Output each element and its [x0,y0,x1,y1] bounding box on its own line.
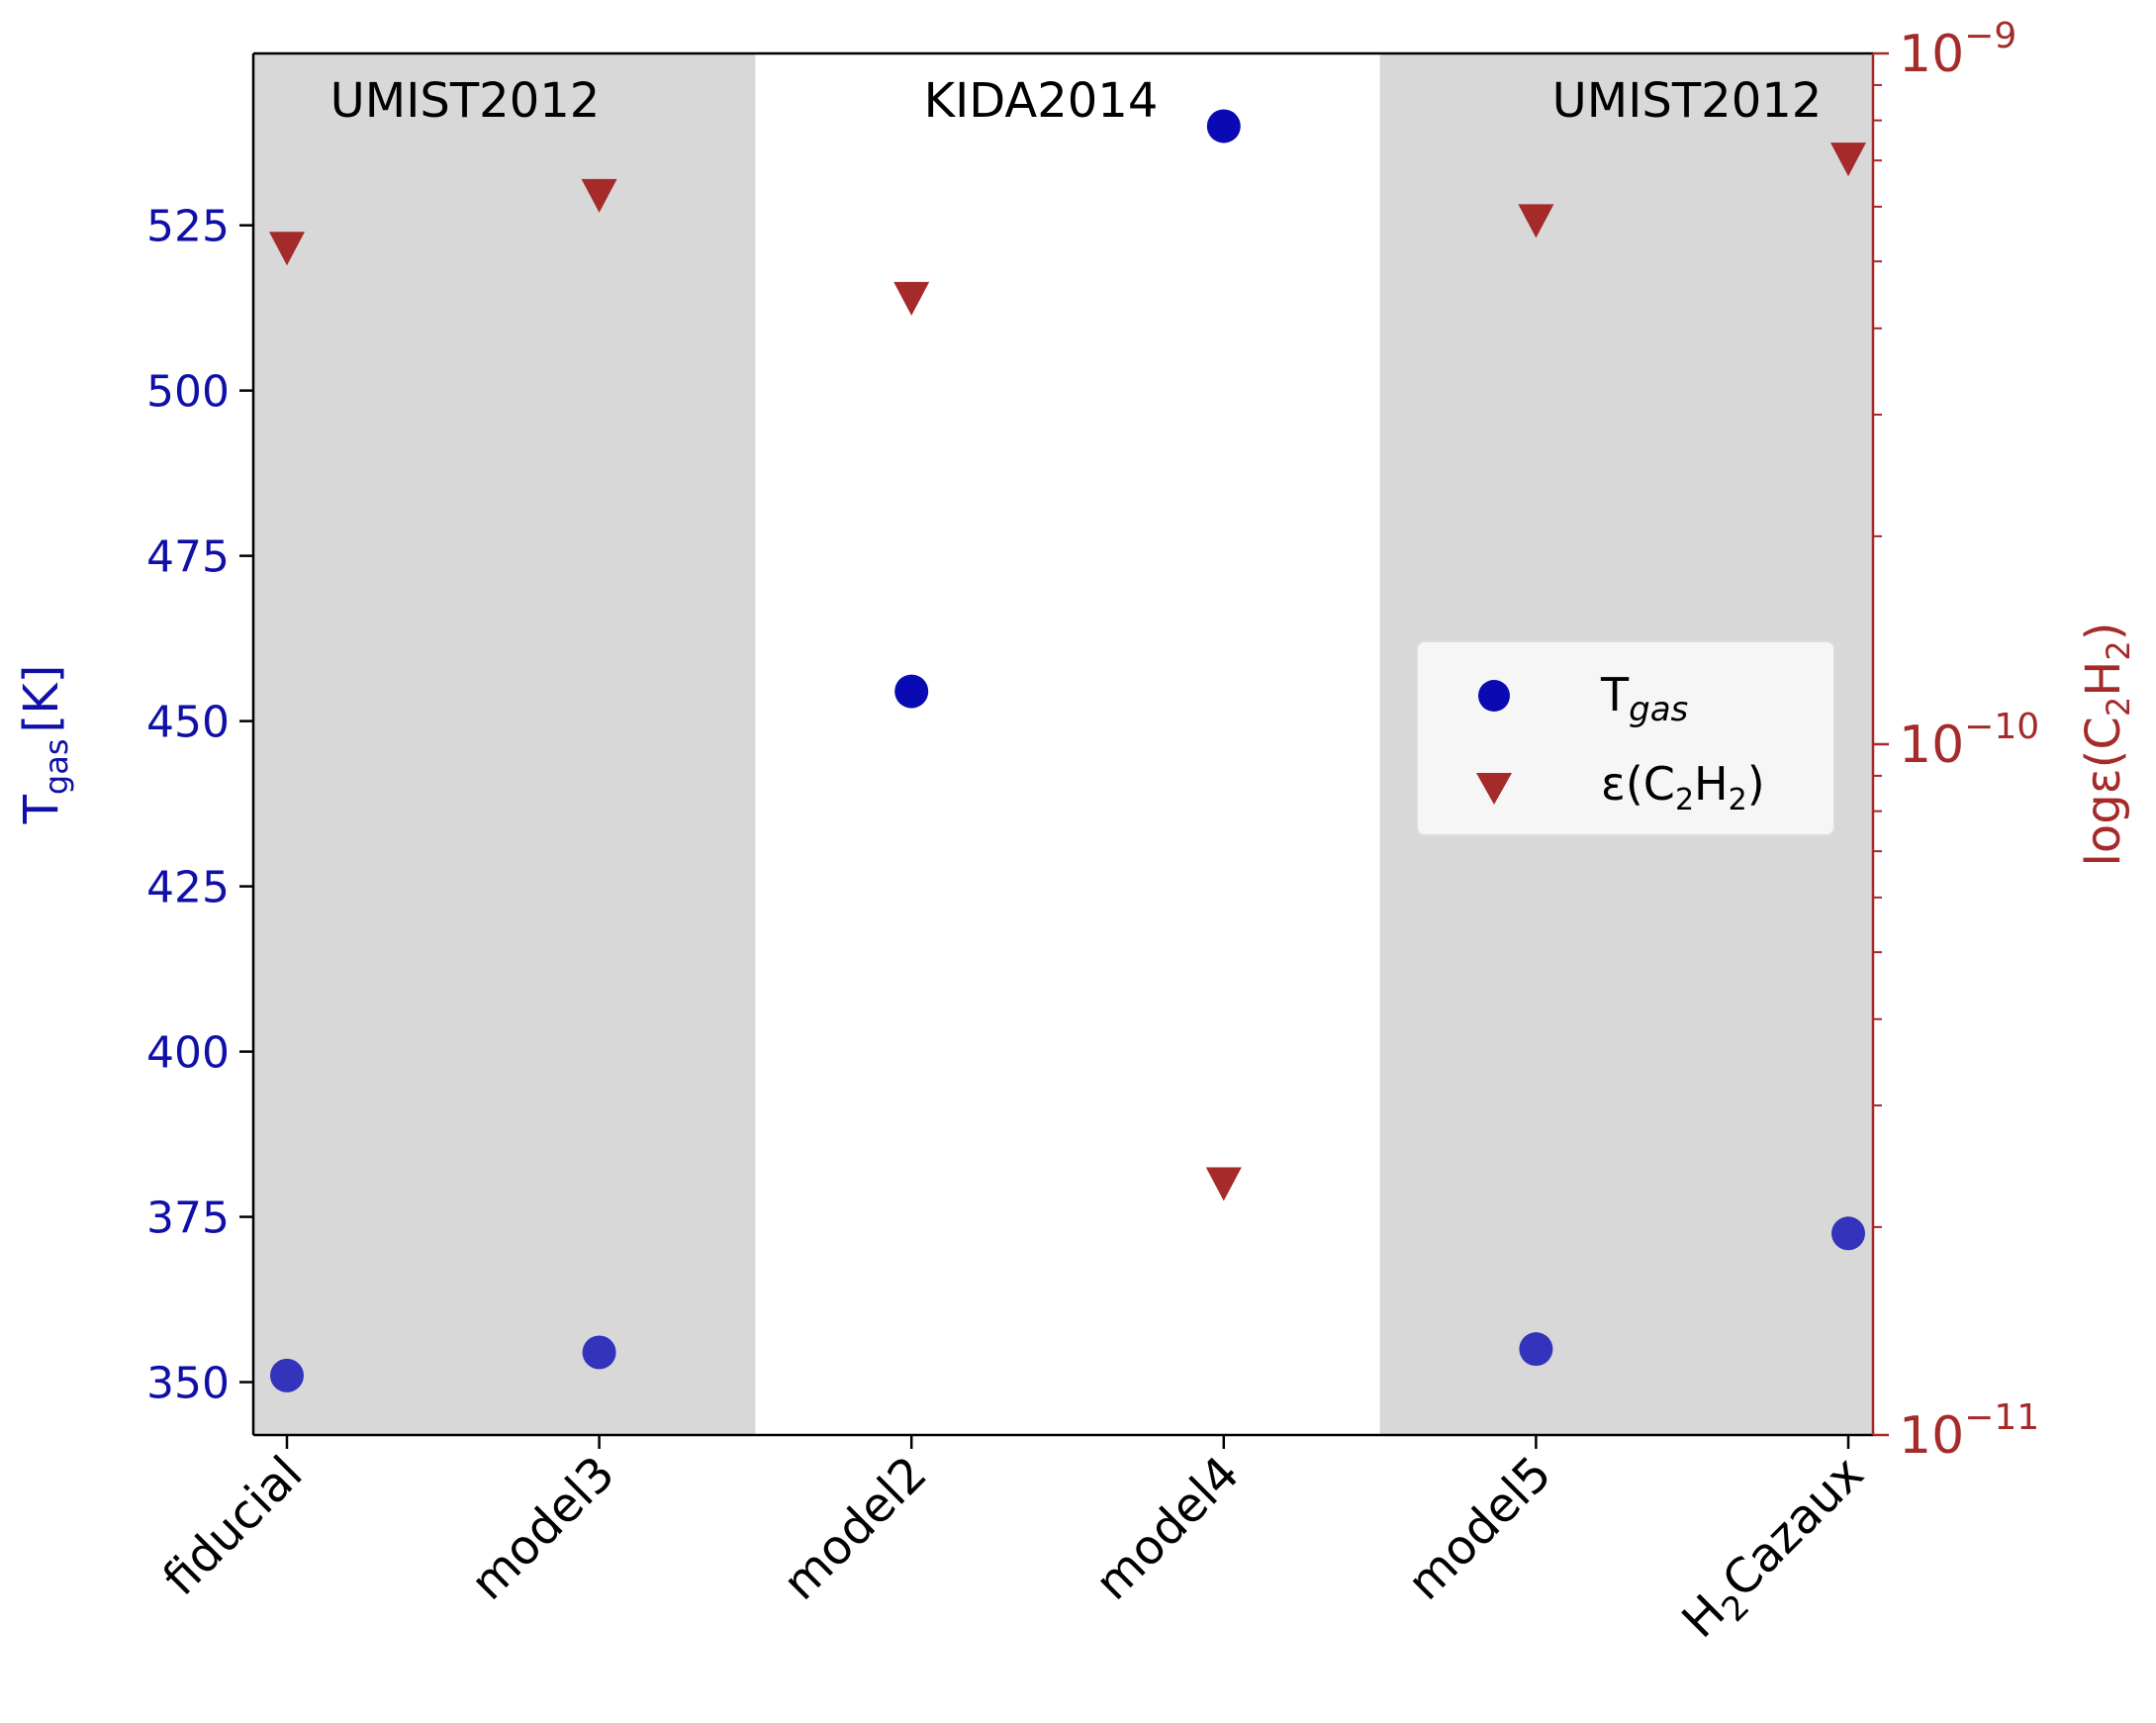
x-tick-label: model2 [773,1446,938,1611]
c2h2-point-fiducial [269,232,305,266]
left-axis-ticks: 350 375 400 425 450 475 500 525 [146,202,253,1409]
tgas-point-model2 [894,674,929,709]
x-tick-label: fiducial [152,1446,313,1606]
right-tick-exponent: −11 [1964,1397,2039,1438]
legend-box [1416,640,1835,836]
legend-eps-post: ) [1747,757,1765,811]
legend-eps-label: ε(C2H2) [1601,757,1765,817]
right-tick-base: 10 [1899,25,1964,84]
tgas-point-H2Cazaux [1831,1216,1865,1251]
left-tick-label: 350 [146,1359,230,1409]
right-tick-label: 10−11 [1899,1397,2039,1466]
x-tick-label-group: model2 [773,1446,938,1611]
left-tick-label: 525 [146,202,230,252]
region-label-1: UMIST2012 [330,73,601,129]
tgas-point-fiducial [270,1358,304,1392]
right-label-mid: H [2076,661,2131,697]
c2h2-point-model3 [581,178,617,213]
right-label-post: ) [2076,622,2131,641]
c2h2-point-model4 [1205,1167,1242,1201]
region-labels: UMIST2012 KIDA2014 UMIST2012 [330,73,1823,129]
left-tick-label: 475 [146,532,230,583]
right-label-sub2: 2 [2100,640,2137,660]
legend-tgas-marker [1478,680,1510,712]
right-tick-base: 10 [1899,716,1964,775]
c2h2-point-model5 [1518,204,1554,239]
x-tick-label: model3 [460,1446,625,1611]
x-axis-ticks: fiducial model3 model2 model4 model5 H2Cazaux [152,1435,1881,1656]
c2h2-point-H2Cazaux [1830,143,1866,177]
legend-eps-mid: H [1694,757,1729,811]
svg-text:logε(C2H2): logε(C2H2) [2076,622,2137,867]
x-tick-label-group: H2Cazaux [1671,1446,1881,1656]
x-tick-label: H2Cazaux [1671,1446,1881,1656]
right-tick-exponent: −10 [1964,707,2039,747]
legend-eps-marker [1476,773,1512,805]
legend-tgas-main: T [1600,668,1630,721]
right-tick-base: 10 [1899,1406,1964,1466]
left-label-main: T [14,794,69,824]
left-tick-label: 450 [146,698,230,748]
right-tick-label: 10−10 [1899,707,2039,775]
x-tick-label-group: model5 [1397,1446,1562,1611]
x-tick-label-group: model3 [460,1446,625,1611]
tgas-point-model3 [582,1335,616,1370]
x-tick-label: model5 [1397,1446,1562,1611]
right-label-pre: logε(C [2076,717,2131,866]
left-tick-label: 375 [146,1194,230,1244]
right-tick-label: 10−9 [1899,16,2016,84]
right-tick-exponent: −9 [1964,16,2016,56]
right-axis-label: logε(C2H2) [2076,622,2137,867]
legend-tgas-label: Tgas [1600,668,1688,729]
region-label-2: KIDA2014 [924,73,1159,129]
region-label-3: UMIST2012 [1552,73,1823,129]
left-axis-label: Tgas [K] [14,665,75,825]
left-tick-label: 425 [146,863,230,913]
left-label-sub: gas [38,739,75,796]
x-tick-label: model4 [1084,1446,1250,1611]
svg-text:Tgas[K]: Tgas [K] [14,665,75,825]
legend-eps-sub2: 2 [1729,783,1747,817]
legend-eps-pre: ε(C [1601,757,1675,811]
tgas-point-model4 [1206,109,1241,144]
x-tick-label-part: Cazaux [1712,1446,1874,1608]
left-tick-label: 500 [146,367,230,418]
x-tick-label-group: model4 [1084,1446,1250,1611]
tgas-point-model5 [1519,1332,1553,1367]
shaded-region-1 [253,53,756,1435]
x-tick-label-group: fiducial [152,1446,313,1606]
data-markers [269,109,1866,1392]
legend: Tgas ε(C2H2) [1416,640,1835,836]
left-tick-label: 400 [146,1028,230,1079]
left-label-unit: [K] [14,665,69,733]
legend-eps-sub1: 2 [1675,783,1694,817]
c2h2-point-model2 [893,281,930,316]
right-label-sub1: 2 [2100,697,2137,717]
legend-tgas-sub: gas [1629,690,1688,729]
